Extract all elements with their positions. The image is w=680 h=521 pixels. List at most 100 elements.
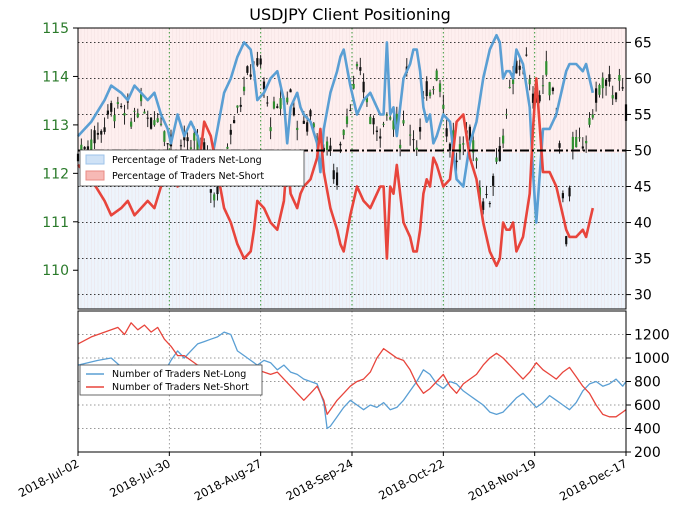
candle-body xyxy=(213,194,216,201)
candle-body xyxy=(498,145,501,162)
candle-body xyxy=(382,123,385,125)
candle-body xyxy=(571,136,574,150)
candle-body xyxy=(143,111,146,114)
candle-body xyxy=(232,120,236,124)
candle-body xyxy=(395,113,398,124)
right-tick-label: 65 xyxy=(634,35,652,51)
bottom-legend-box xyxy=(79,364,263,396)
candle-body xyxy=(608,74,611,82)
candle-body xyxy=(203,142,206,154)
candle-body xyxy=(362,81,365,93)
right-tick-label: 60 xyxy=(634,71,652,87)
legend-label-traders-long: Number of Traders Net-Long xyxy=(112,369,246,380)
right-tick-label: 30 xyxy=(634,288,652,304)
candle-body xyxy=(575,136,578,148)
candle-body xyxy=(209,189,212,193)
top-panel: 110 111 112 113 114 115 30 35 40 45 50 55 60 65 Perc… xyxy=(42,21,652,310)
candle-body xyxy=(621,87,624,89)
candle-body xyxy=(342,129,345,136)
left-tick-label: 112 xyxy=(42,166,69,182)
candle-body xyxy=(296,127,299,131)
candle-body xyxy=(196,134,199,151)
candle-body xyxy=(309,110,312,117)
candle-body xyxy=(565,236,568,245)
candle-body xyxy=(216,186,219,195)
candle-body xyxy=(495,157,498,162)
candle-body xyxy=(399,144,402,149)
candle-body xyxy=(259,58,262,65)
candle-body xyxy=(375,130,379,133)
candle-body xyxy=(485,194,488,196)
candle-body xyxy=(136,113,139,118)
candle-body xyxy=(249,74,252,77)
candle-body xyxy=(266,102,269,104)
candle-body xyxy=(435,70,438,81)
candle-body xyxy=(385,114,388,116)
candle-body xyxy=(242,86,246,92)
candle-body xyxy=(106,110,109,115)
candle-body xyxy=(153,120,156,126)
candle-body xyxy=(601,77,604,89)
chart-title: USDJPY Client Positioning xyxy=(249,5,451,24)
candle-body xyxy=(149,117,153,129)
candle-body xyxy=(545,61,548,75)
candle-body xyxy=(123,113,126,116)
candle-body xyxy=(93,130,96,144)
candle-body xyxy=(462,143,465,145)
candle-body xyxy=(428,92,432,96)
candle-body xyxy=(286,97,289,103)
candle-body xyxy=(96,132,100,135)
candle-body xyxy=(339,143,342,146)
candle-body xyxy=(229,129,232,135)
bottom-series-lines xyxy=(77,322,627,430)
legend-swatch-net-short xyxy=(85,170,105,181)
right-tick-label: 35 xyxy=(634,252,652,268)
candle-body xyxy=(140,94,143,102)
legend-swatch-net-long xyxy=(85,154,105,165)
candle-body xyxy=(189,147,193,149)
candle-body xyxy=(585,140,588,144)
candle-body xyxy=(292,107,295,116)
candle-body xyxy=(412,139,415,141)
candle-body xyxy=(432,89,435,91)
candle-body xyxy=(126,101,129,103)
candle-body xyxy=(389,117,392,120)
candle-body xyxy=(452,130,455,141)
candle-body xyxy=(588,117,591,125)
candle-body xyxy=(379,136,382,139)
top-panel-frame xyxy=(77,27,627,310)
top-legend: Percentage of Traders Net-Long Percentag… xyxy=(79,149,305,187)
candle-body xyxy=(236,105,239,108)
candle-body xyxy=(226,146,229,149)
right-tick-label: 55 xyxy=(634,107,652,123)
candle-body xyxy=(518,65,521,70)
candle-body xyxy=(581,146,584,149)
candle-body xyxy=(515,60,518,74)
candle-body xyxy=(568,187,571,197)
candle-body xyxy=(595,88,598,103)
candle-body xyxy=(325,141,329,151)
candle-body xyxy=(163,131,166,142)
right-tick-label: 40 xyxy=(634,216,652,232)
candle-body xyxy=(442,104,445,109)
right-tick-label: 50 xyxy=(634,143,652,159)
left-tick-label: 114 xyxy=(42,69,69,85)
candle-body xyxy=(402,120,405,124)
series-line-percentage-of-traders-net-long xyxy=(77,33,595,224)
candle-body xyxy=(445,128,448,137)
candle-body xyxy=(279,98,282,109)
candle-body xyxy=(355,64,359,67)
candle-body xyxy=(120,106,123,108)
candle-body xyxy=(392,120,395,130)
candle-body xyxy=(359,67,362,71)
bottom-right-tick-label: 600 xyxy=(634,398,661,414)
candle-body xyxy=(455,160,458,163)
candle-body xyxy=(113,115,116,122)
left-tick-label: 113 xyxy=(42,118,69,134)
right-percent-axis: 30 35 40 45 50 55 60 65 xyxy=(626,35,652,304)
candle-body xyxy=(312,123,315,128)
candle-body xyxy=(502,135,505,144)
candle-body xyxy=(159,123,163,125)
candle-body xyxy=(525,54,528,56)
